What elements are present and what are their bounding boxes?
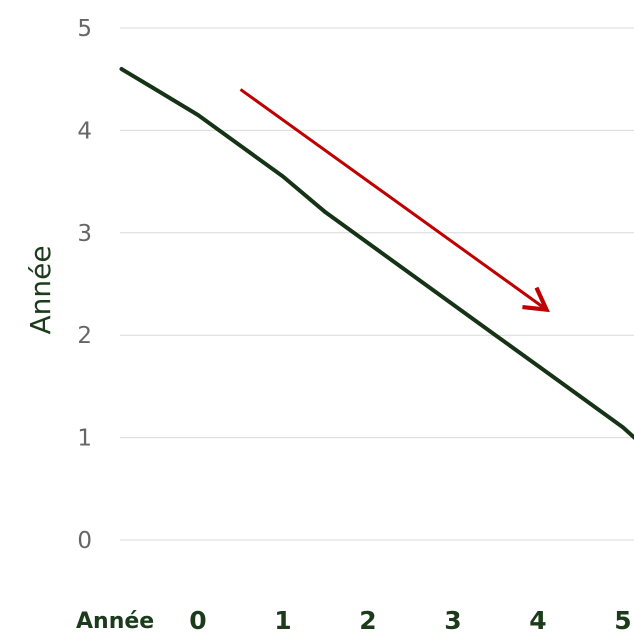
series-line-0 bbox=[119, 67, 634, 440]
x-tick-label: 1 bbox=[274, 606, 291, 634]
y-tick-label: 4 bbox=[77, 118, 92, 144]
x-tick-label: 5 bbox=[614, 606, 631, 634]
y-tick-label: 0 bbox=[77, 528, 92, 554]
x-tick-label: 3 bbox=[444, 606, 461, 634]
x-axis-label: Année bbox=[76, 609, 154, 634]
y-tick-label: 1 bbox=[77, 426, 92, 452]
y-axis-ticks: 0 1 2 3 4 5 bbox=[77, 16, 92, 554]
gridlines bbox=[120, 27, 634, 541]
x-tick-label: 2 bbox=[359, 606, 376, 634]
y-tick-label: 3 bbox=[77, 221, 92, 247]
series-layer bbox=[119, 67, 634, 440]
x-tick-label: 0 bbox=[189, 606, 206, 634]
x-tick-label: 4 bbox=[529, 606, 546, 634]
y-tick-label: 5 bbox=[77, 16, 92, 42]
y-axis-label: Année bbox=[24, 245, 57, 334]
x-axis-ticks: 0 1 2 3 4 5 bbox=[189, 606, 631, 634]
annotation-layer bbox=[239, 88, 550, 313]
trend-arrow bbox=[239, 88, 550, 313]
y-tick-label: 2 bbox=[77, 323, 92, 349]
